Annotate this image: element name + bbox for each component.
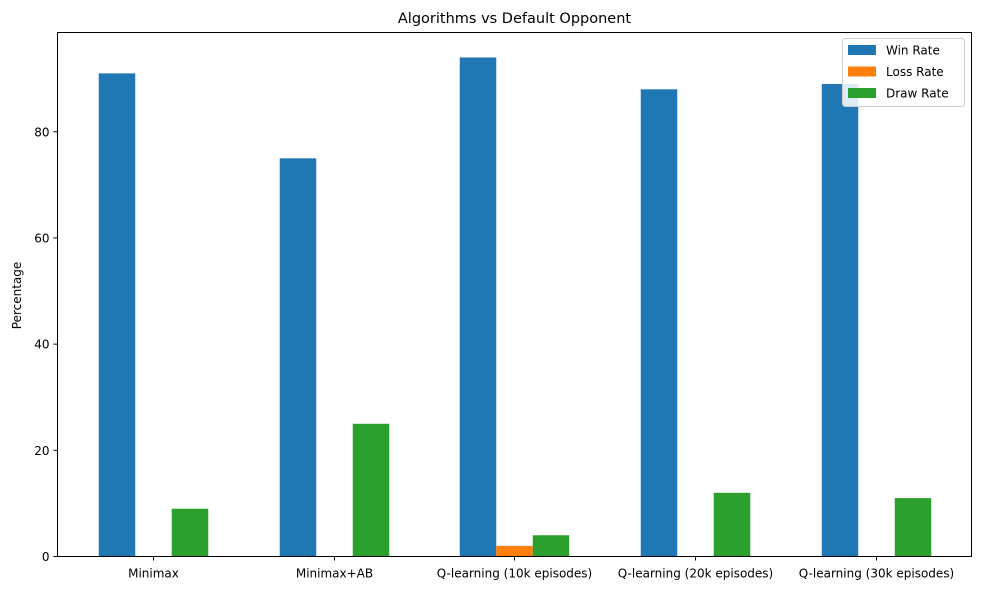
bar-loss-rate-2 bbox=[496, 545, 533, 557]
y-tick-label: 60 bbox=[34, 231, 49, 245]
legend-swatch bbox=[848, 66, 876, 77]
bar-win-rate-3 bbox=[640, 89, 678, 557]
bar-draw-rate-0 bbox=[171, 508, 209, 557]
y-tick-label: 40 bbox=[34, 338, 49, 352]
x-tick-label: Q-learning (20k episodes) bbox=[618, 567, 773, 581]
legend: Win Rate Loss Rate Draw Rate bbox=[842, 38, 965, 107]
bar-draw-rate-3 bbox=[713, 492, 751, 557]
legend-swatch bbox=[848, 45, 876, 55]
y-axis-label: Percentage bbox=[10, 262, 24, 330]
bar-win-rate-2 bbox=[459, 57, 497, 557]
plot-frame bbox=[57, 32, 972, 557]
legend-label: Draw Rate bbox=[886, 87, 949, 101]
y-tick-label: 0 bbox=[42, 550, 50, 564]
x-axis: Minimax Minimax+AB Q-learning (10k episode… bbox=[128, 556, 954, 581]
bar-win-rate-1 bbox=[279, 158, 317, 557]
x-tick-label: Minimax+AB bbox=[296, 567, 373, 581]
bar-draw-rate-1 bbox=[352, 423, 390, 557]
x-tick-label: Minimax bbox=[128, 567, 179, 581]
legend-swatch bbox=[848, 88, 876, 98]
legend-label: Win Rate bbox=[886, 44, 940, 58]
y-axis: 0 20 40 60 80 bbox=[34, 125, 58, 564]
bar-draw-rate-2 bbox=[532, 535, 570, 557]
bar-draw-rate-4 bbox=[894, 498, 932, 557]
x-tick-label: Q-learning (30k episodes) bbox=[799, 567, 954, 581]
chart-title: Algorithms vs Default Opponent bbox=[398, 11, 632, 27]
bar-win-rate-0 bbox=[98, 73, 136, 557]
y-tick-label: 80 bbox=[34, 125, 49, 139]
y-tick-label: 20 bbox=[34, 444, 49, 458]
x-tick-label: Q-learning (10k episodes) bbox=[437, 567, 592, 581]
bar-win-rate-4 bbox=[821, 84, 859, 557]
bars-group bbox=[98, 57, 932, 557]
legend-label: Loss Rate bbox=[886, 65, 944, 79]
